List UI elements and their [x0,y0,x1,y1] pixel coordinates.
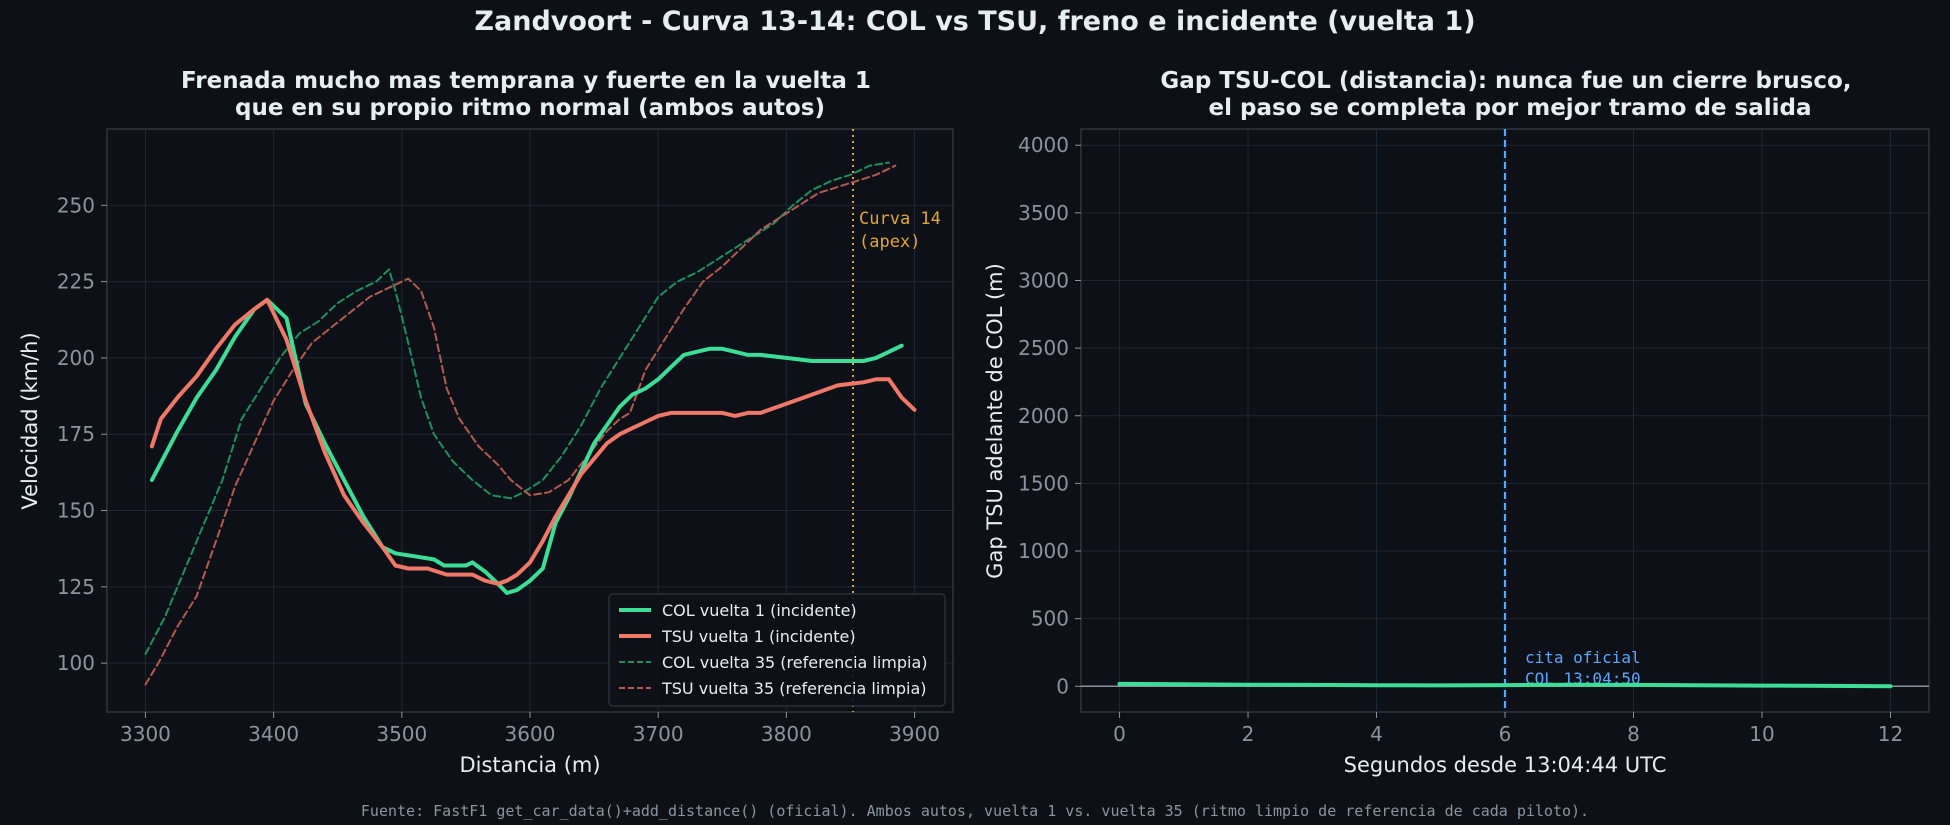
apex-label-line-1: Curva 14 [859,209,941,229]
apex-annotation: Curva 14 (apex) [852,129,941,712]
gap-y-tick-label: 500 [1031,607,1069,631]
speed-x-tick-label: 3700 [633,722,684,746]
legend-entry-1: TSU vuelta 1 (incidente) [661,627,856,646]
gap-series [1117,681,1893,689]
gap-x-tick-label: 12 [1878,722,1903,746]
speed-ticks: 3300 3400 3500 3600 3700 3800 3900 100 125 150 175… [57,193,940,746]
gap-ticks: 0 2 4 6 8 10 12 0 500 1000 1500 2000 2500 3000 3500 400… [1018,133,1903,746]
gap-x-tick-label: 6 [1499,722,1512,746]
gap-x-axis-label: Segundos desde 13:04:44 UTC [1344,753,1667,777]
figure-suptitle: Zandvoort - Curva 13-14: COL vs TSU, fre… [474,6,1475,37]
speed-grid [107,129,953,712]
speed-series-3 [144,164,897,686]
speed-x-tick-label: 3400 [248,722,299,746]
gap-y-tick-label: 2500 [1018,336,1069,360]
speed-y-tick-label: 200 [57,346,95,370]
gap-y-axis-label: Gap TSU adelante de COL (m) [983,263,1007,579]
apex-label-line-2: (apex) [859,232,920,252]
speed-chart-title-line-1: Frenada mucho mas temprana y fuerte en l… [181,68,871,94]
gap-y-tick-label: 1500 [1018,471,1069,495]
speed-x-tick-label: 3600 [505,722,556,746]
speed-y-tick-label: 225 [57,270,95,294]
gap-y-tick-label: 4000 [1018,133,1069,157]
legend-entry-0: COL vuelta 1 (incidente) [662,601,857,620]
speed-chart-title-line-2: que en su propio ritmo normal (ambos aut… [235,95,825,121]
gap-y-tick-label: 3500 [1018,201,1069,225]
speed-series-1 [149,297,917,586]
source-footer: Fuente: FastF1 get_car_data()+add_distan… [361,802,1589,820]
speed-y-tick-label: 175 [57,422,95,446]
speed-x-tick-label: 3300 [120,722,171,746]
speed-y-tick-label: 250 [57,193,95,217]
gap-chart-title: Gap TSU-COL (distancia): nunca fue un ci… [1160,68,1859,121]
gap-x-tick-label: 8 [1627,722,1640,746]
gap-y-tick-label: 2000 [1018,404,1069,428]
speed-x-tick-label: 3500 [376,722,427,746]
gap-chart-panel: Gap TSU-COL (distancia): nunca fue un ci… [983,68,1930,777]
gap-chart-title-line-1: Gap TSU-COL (distancia): nunca fue un ci… [1160,68,1851,94]
speed-x-tick-label: 3800 [761,722,812,746]
speed-legend: COL vuelta 1 (incidente) TSU vuelta 1 (in… [608,593,946,707]
gap-x-tick-label: 2 [1242,722,1255,746]
speed-series [144,161,917,686]
gap-x-tick-label: 0 [1113,722,1126,746]
speed-x-tick-label: 3900 [889,722,940,746]
gap-y-tick-label: 0 [1056,674,1069,698]
legend-entry-2: COL vuelta 35 (referencia limpia) [662,653,928,672]
speed-x-axis-label: Distancia (m) [459,753,600,777]
gap-x-tick-label: 4 [1370,722,1383,746]
gap-x-tick-label: 10 [1749,722,1774,746]
legend-entry-3: TSU vuelta 35 (referencia limpia) [661,679,927,698]
speed-y-tick-label: 150 [57,499,95,523]
gap-y-tick-label: 1000 [1018,539,1069,563]
legend-box [608,593,946,707]
gap-series-0 [1117,681,1893,689]
quote-label-line-1: cita oficial [1525,648,1641,667]
speed-chart-panel: Frenada mucho mas temprana y fuerte en l… [18,68,954,777]
speed-y-tick-label: 100 [57,651,95,675]
gap-y-tick-label: 3000 [1018,268,1069,292]
gap-chart-title-line-2: el paso se completa por mejor tramo de s… [1208,95,1811,121]
speed-y-tick-label: 125 [57,575,95,599]
speed-chart-title: Frenada mucho mas temprana y fuerte en l… [181,68,879,121]
speed-y-axis-label: Velocidad (km/h) [18,332,42,509]
